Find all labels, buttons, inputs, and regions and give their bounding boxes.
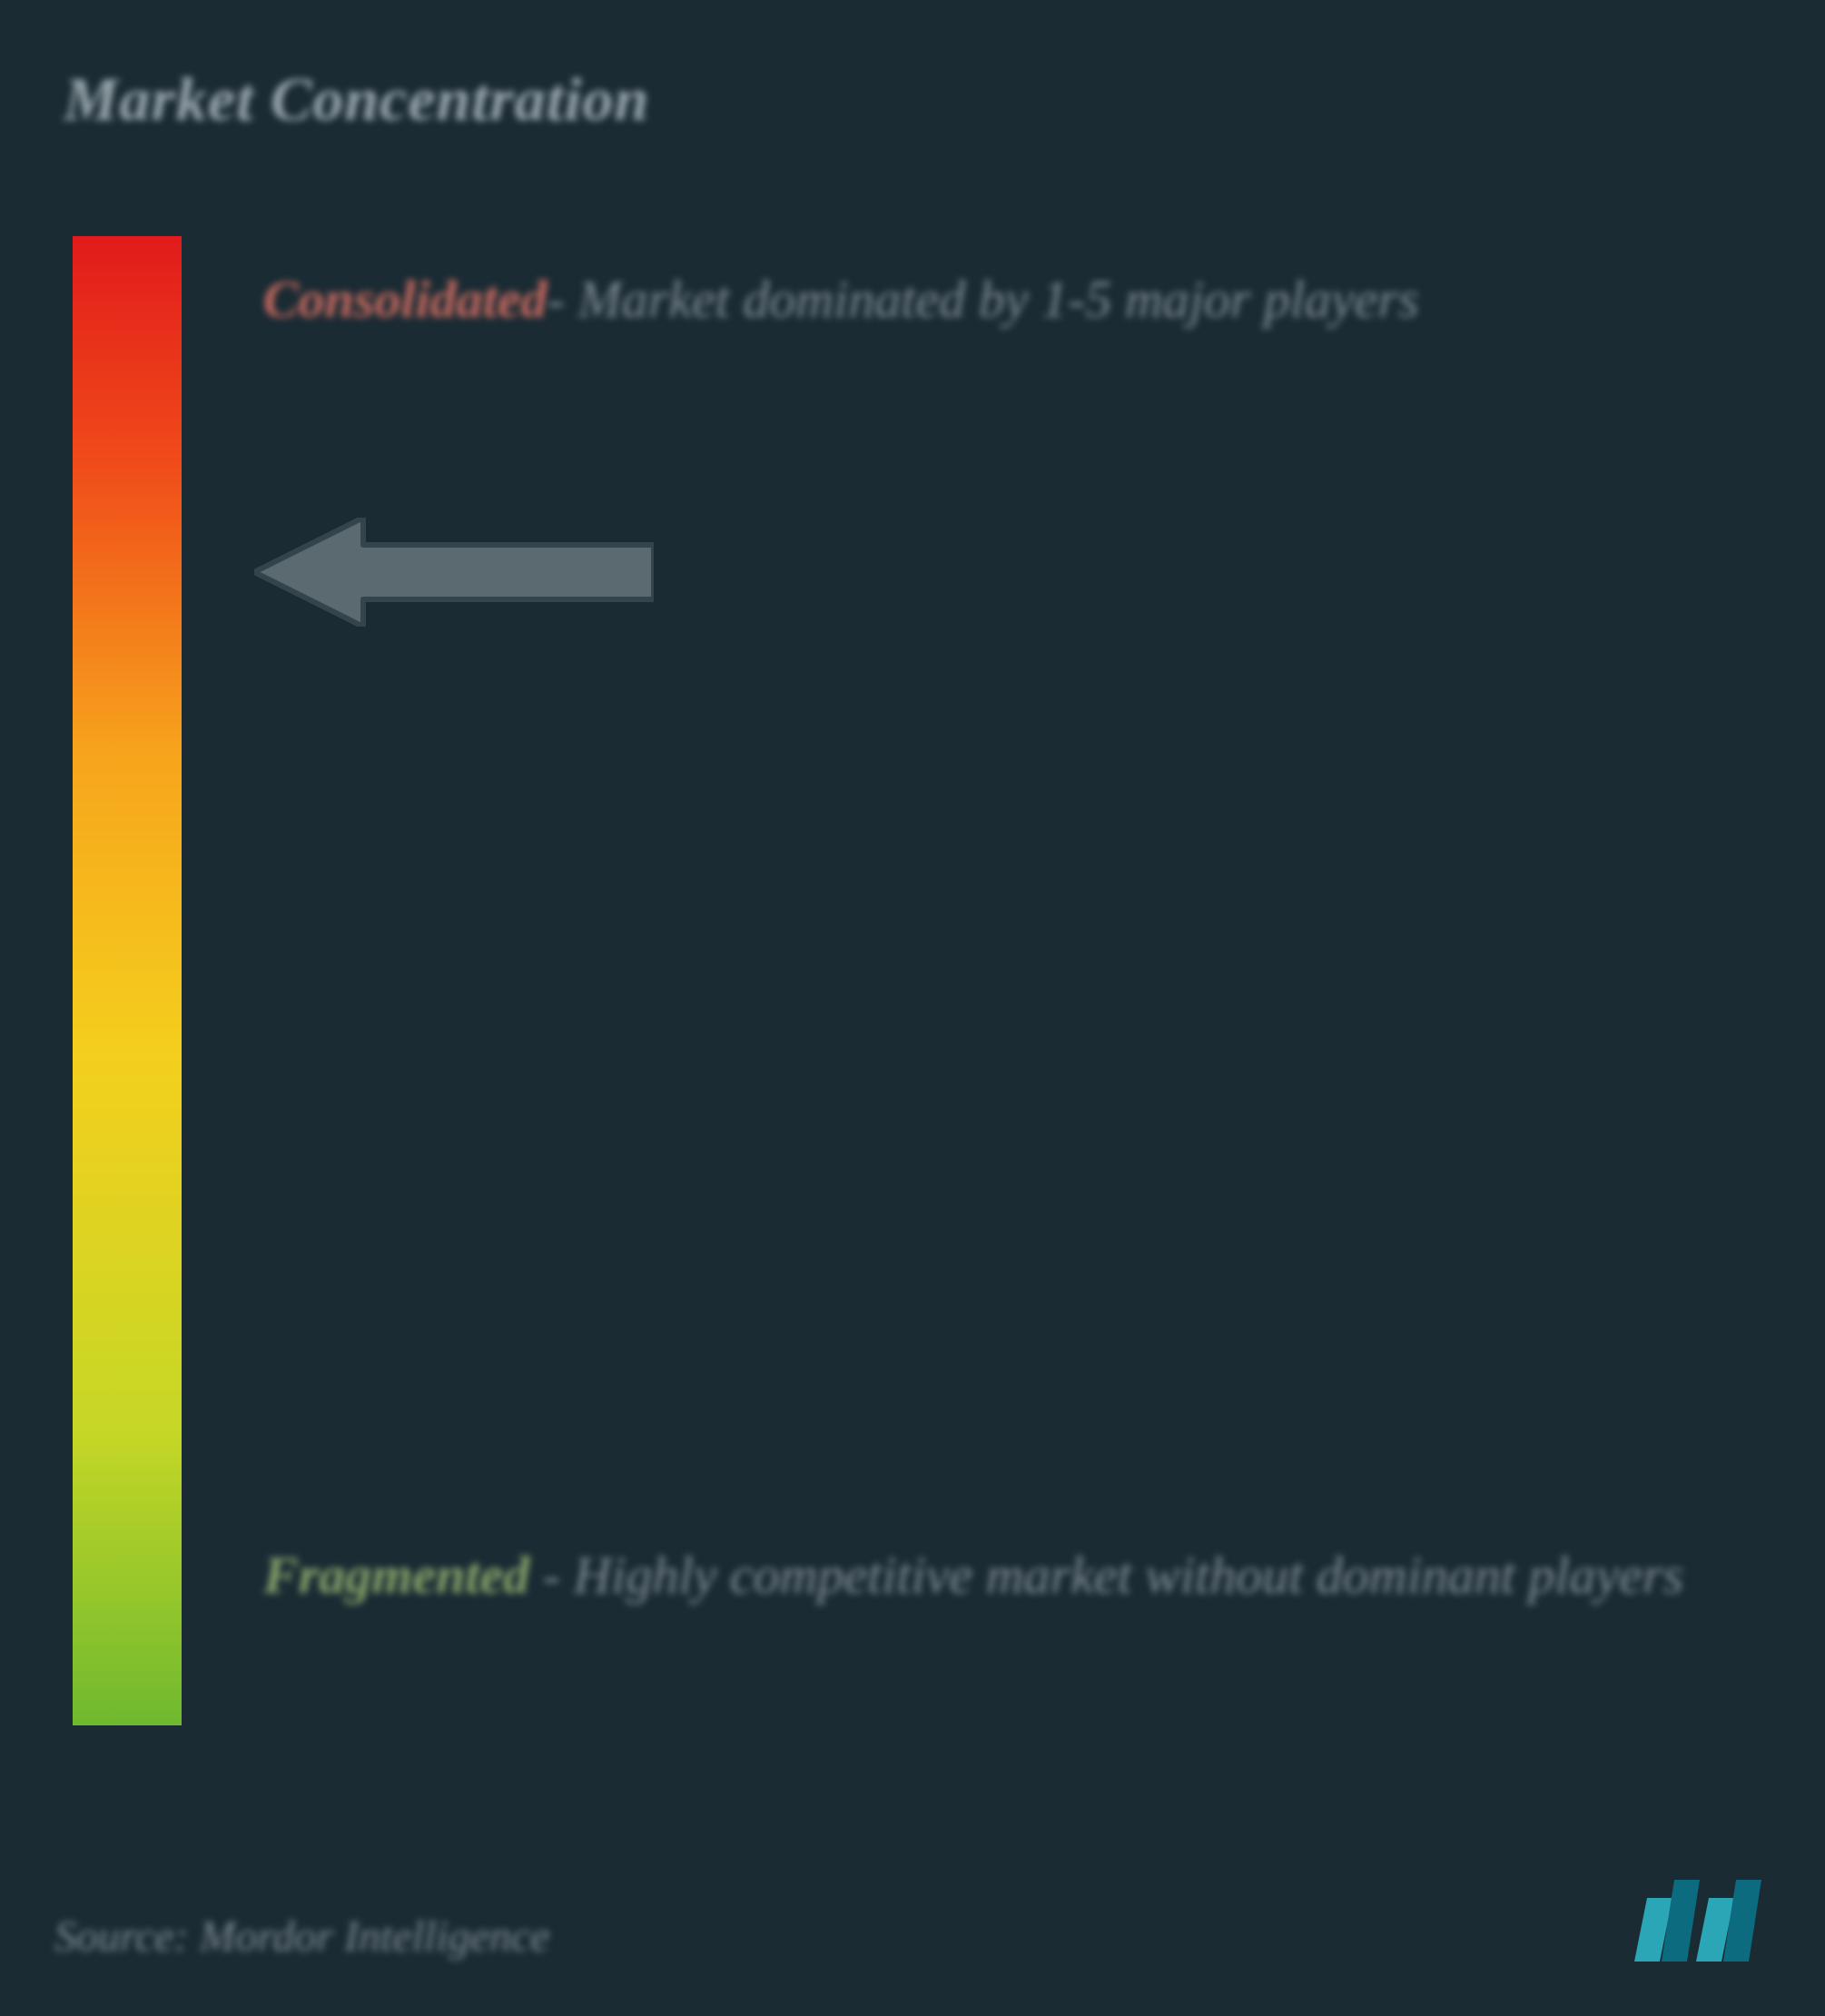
brand-logo-icon bbox=[1625, 1862, 1771, 1971]
market-concentration-card: Market Concentration Consolidated- Marke… bbox=[0, 0, 1825, 2016]
gradient-bar bbox=[73, 236, 182, 1725]
card-title: Market Concentration bbox=[64, 64, 649, 135]
gradient-bar-svg bbox=[73, 236, 182, 1725]
position-arrow bbox=[254, 518, 654, 627]
fragmented-head: Fragmented bbox=[263, 1546, 529, 1605]
fragmented-tail: - Highly competitive market without domi… bbox=[529, 1546, 1683, 1605]
source-label: Source: bbox=[54, 1912, 189, 1961]
source-line: Source: Mordor Intelligence bbox=[54, 1912, 550, 1962]
brand-logo bbox=[1625, 1862, 1771, 1971]
fragmented-label: Fragmented - Highly competitive market w… bbox=[263, 1535, 1752, 1616]
arrow-left-icon bbox=[254, 518, 654, 627]
consolidated-head: Consolidated bbox=[263, 270, 548, 329]
consolidated-tail: - Market dominated by 1-5 major players bbox=[548, 270, 1419, 329]
source-value: Mordor Intelligence bbox=[200, 1912, 550, 1961]
consolidated-label: Consolidated- Market dominated by 1-5 ma… bbox=[263, 259, 1752, 341]
